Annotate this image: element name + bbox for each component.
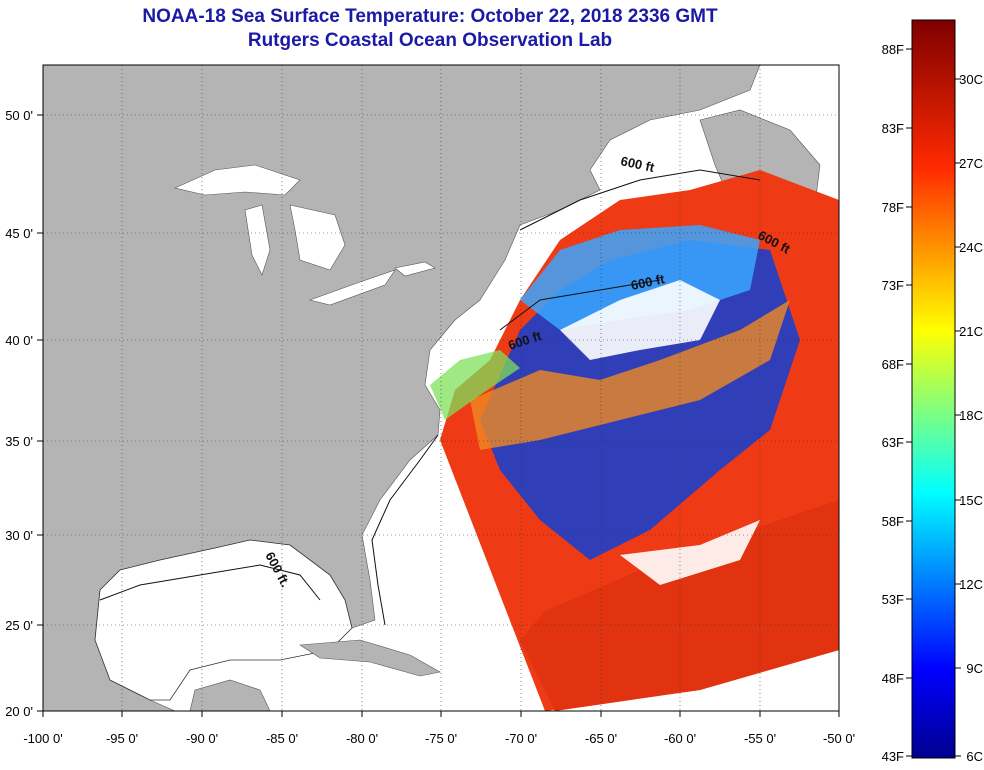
contour-label: 600 ft bbox=[619, 153, 656, 175]
lake-michigan-huron bbox=[244, 204, 346, 276]
cloud-mask-2 bbox=[620, 520, 760, 585]
sst-warm-south bbox=[520, 500, 839, 711]
latitude-tick-label: 50 0' bbox=[5, 108, 33, 123]
colorbar-celsius-label: 21C bbox=[959, 324, 983, 339]
colorbar-fahrenheit-label: 43F bbox=[882, 749, 904, 764]
colorbar-celsius-label: 30C bbox=[959, 72, 983, 87]
latitude-axis: 50 0' 45 0' 40 0' 35 0' 30 0' 25 0' 20 0' bbox=[5, 108, 43, 719]
latitude-tick-label: 30 0' bbox=[5, 528, 33, 543]
colorbar-fahrenheit-label: 48F bbox=[882, 671, 904, 686]
longitude-tick-label: -90 0' bbox=[186, 731, 218, 746]
contour-600ft bbox=[99, 434, 439, 626]
colorbar-celsius-label: 24C bbox=[959, 240, 983, 255]
colorbar-fahrenheit-label: 83F bbox=[882, 121, 904, 136]
latitude-tick-label: 20 0' bbox=[5, 704, 33, 719]
contour-label: 600 ft bbox=[630, 271, 667, 293]
longitude-tick-label: -65 0' bbox=[585, 731, 617, 746]
colorbar-celsius-label: 18C bbox=[959, 408, 983, 423]
colorbar-fahrenheit-label: 63F bbox=[882, 435, 904, 450]
latitude-tick-label: 45 0' bbox=[5, 226, 33, 241]
colorbar bbox=[911, 19, 956, 759]
graticule bbox=[43, 65, 839, 711]
longitude-tick-label: -50 0' bbox=[823, 731, 855, 746]
colorbar-fahrenheit-label: 68F bbox=[882, 357, 904, 372]
lake-erie-ontario bbox=[308, 261, 436, 306]
map-subtitle: Rutgers Coastal Ocean Observation Lab bbox=[247, 30, 613, 51]
latitude-tick-label: 25 0' bbox=[5, 618, 33, 633]
lake-superior bbox=[174, 164, 301, 196]
sst-warm-patch bbox=[470, 300, 790, 450]
longitude-axis: -100 0' -95 0' -90 0' -85 0' -80 0' -75 0' -70… bbox=[23, 711, 855, 746]
colorbar-fahrenheit-label: 88F bbox=[882, 42, 904, 57]
longitude-tick-label: -70 0' bbox=[505, 731, 537, 746]
sst-green-band bbox=[430, 350, 520, 420]
colorbar-celsius-label: 12C bbox=[959, 577, 983, 592]
longitude-tick-label: -60 0' bbox=[664, 731, 696, 746]
cuba-land bbox=[299, 639, 441, 677]
latitude-tick-label: 35 0' bbox=[5, 434, 33, 449]
yucatan-land bbox=[189, 679, 271, 711]
colorbar-fahrenheit-label: 58F bbox=[882, 514, 904, 529]
longitude-tick-label: -75 0' bbox=[425, 731, 457, 746]
longitude-tick-label: -55 0' bbox=[744, 731, 776, 746]
longitude-tick-label: -100 0' bbox=[23, 731, 62, 746]
colorbar-celsius-label: 6C bbox=[966, 749, 983, 764]
colorbar-celsius-label: 9C bbox=[966, 661, 983, 676]
longitude-tick-label: -80 0' bbox=[346, 731, 378, 746]
colorbar-celsius-label: 27C bbox=[959, 156, 983, 171]
colorbar-ticks: 88F 83F 78F 73F 68F 63F 58F 53F 48F 43F 30C 27C 24C 2… bbox=[882, 42, 983, 764]
longitude-tick-label: -85 0' bbox=[266, 731, 298, 746]
latitude-tick-label: 40 0' bbox=[5, 333, 33, 348]
colorbar-fahrenheit-label: 53F bbox=[882, 592, 904, 607]
gulf-of-mexico bbox=[94, 539, 353, 701]
contour-600ft-north bbox=[499, 169, 761, 331]
colorbar-fahrenheit-label: 73F bbox=[882, 278, 904, 293]
colorbar-fahrenheit-label: 78F bbox=[882, 200, 904, 215]
colorbar-celsius-label: 15C bbox=[959, 493, 983, 508]
map-title: NOAA-18 Sea Surface Temperature: October… bbox=[142, 6, 718, 27]
longitude-tick-label: -95 0' bbox=[106, 731, 138, 746]
